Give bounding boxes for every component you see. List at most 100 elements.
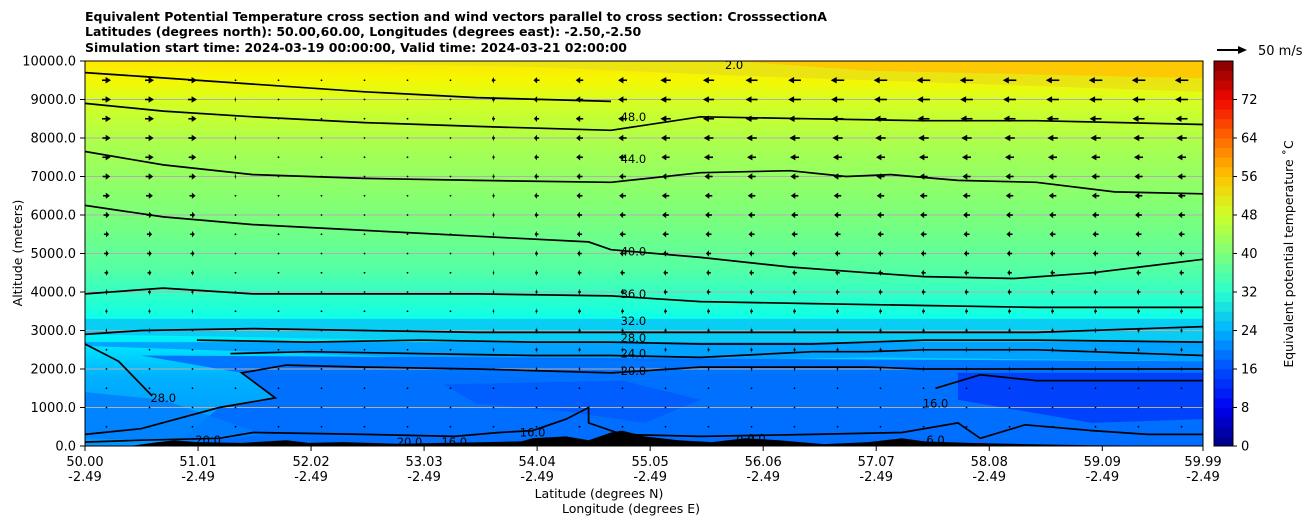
wind-vector-13-12 xyxy=(621,327,624,334)
wind-vector-8-9 xyxy=(492,231,495,238)
wind-vector-5-23 xyxy=(1091,173,1100,180)
wind-vector-12-1 xyxy=(148,308,151,315)
wind-vector-9-9 xyxy=(492,250,495,257)
wind-vector-7-6 xyxy=(363,214,366,216)
colorbar-segment-20 xyxy=(1214,243,1233,254)
wind-vector-5-24 xyxy=(1134,173,1143,180)
wind-vector-18-6 xyxy=(363,425,366,428)
wind-vector-16-23 xyxy=(1094,387,1097,390)
wind-vector-16-15 xyxy=(750,387,753,390)
wind-vector-10-24 xyxy=(1136,269,1141,276)
wind-vector-9-13 xyxy=(662,250,669,257)
wind-vector-16-13 xyxy=(664,387,667,390)
wind-vector-13-5 xyxy=(320,329,323,332)
x-tick-label-lat-7: 57.07 xyxy=(858,455,895,470)
wind-vector-12-25 xyxy=(1180,308,1183,315)
wind-vector-15-0 xyxy=(105,368,108,370)
wind-vector-3-18 xyxy=(875,134,886,142)
wind-vector-5-6 xyxy=(363,175,366,178)
wind-vector-15-6 xyxy=(363,368,366,370)
wind-vector-2-0 xyxy=(102,115,111,122)
colorbar-segment-18 xyxy=(1214,263,1233,274)
wind-vector-17-14 xyxy=(707,406,710,409)
wind-vector-11-13 xyxy=(663,288,668,296)
wind-vector-3-20 xyxy=(961,134,972,142)
wind-vector-3-11 xyxy=(576,134,583,142)
contour-label-14: 2.0 xyxy=(725,58,743,72)
wind-vector-16-0 xyxy=(105,387,108,390)
wind-vector-10-4 xyxy=(277,271,280,274)
wind-vector-15-7 xyxy=(406,368,409,370)
wind-vector-1-20 xyxy=(960,96,973,103)
wind-vector-18-25 xyxy=(1180,425,1183,428)
wind-vector-11-9 xyxy=(492,288,495,296)
wind-vector-4-23 xyxy=(1091,154,1100,161)
wind-vector-15-3 xyxy=(234,368,237,370)
wind-vector-1-22 xyxy=(1046,96,1059,103)
contour-line-28.0-6 xyxy=(85,343,153,397)
wind-vector-1-5 xyxy=(320,98,323,101)
y-tick-label-4: 4000.0 xyxy=(31,286,77,301)
wind-vector-4-20 xyxy=(962,154,971,161)
contour-line-28.0-7 xyxy=(196,339,1203,345)
contour-label-2: 40.0 xyxy=(621,245,647,259)
wind-vector-16-17 xyxy=(836,387,839,390)
colorbar-segment-21 xyxy=(1214,234,1233,245)
grid-lines xyxy=(85,99,1203,408)
contour-label-17: 6.0 xyxy=(926,433,944,447)
wind-vector-7-11 xyxy=(576,211,583,219)
wind-vector-7-16 xyxy=(791,211,798,219)
wind-vector-0-19 xyxy=(916,77,931,84)
wind-vector-18-0 xyxy=(105,425,108,428)
wind-vector-12-12 xyxy=(621,308,624,315)
wind-vector-8-3 xyxy=(234,233,237,236)
wind-vector-18-13 xyxy=(664,425,667,428)
wind-vector-11-8 xyxy=(449,291,452,293)
wind-vector-1-17 xyxy=(831,96,844,103)
y-tick-label-7: 7000.0 xyxy=(31,170,77,185)
colorbar-segment-28 xyxy=(1214,166,1233,177)
colorbar-segment-12 xyxy=(1214,320,1233,331)
wind-vector-3-2 xyxy=(188,134,197,142)
colorbar-tick-label-9: 72 xyxy=(1241,93,1258,108)
colorbar-segment-37 xyxy=(1214,80,1233,91)
colorbar-segment-32 xyxy=(1214,128,1233,139)
wind-vector-8-25 xyxy=(1178,231,1185,238)
title-line-3: Simulation start time: 2024-03-19 00:00:… xyxy=(85,40,627,55)
wind-vector-5-11 xyxy=(576,173,583,180)
wind-vector-18-19 xyxy=(922,425,925,428)
wind-vector-8-2 xyxy=(190,231,195,238)
wind-vector-14-15 xyxy=(750,346,753,353)
wind-vector-10-7 xyxy=(406,271,409,274)
wind-vector-1-0 xyxy=(102,96,111,103)
wind-vector-9-22 xyxy=(1049,250,1056,257)
wind-vector-10-13 xyxy=(663,269,668,276)
quiver-key: 50 m/s xyxy=(1217,44,1303,59)
wind-vector-5-16 xyxy=(790,173,799,180)
colorbar-segment-29 xyxy=(1214,157,1233,168)
wind-vector-7-13 xyxy=(662,211,669,219)
wind-vector-15-1 xyxy=(148,368,151,370)
wind-vector-16-22 xyxy=(1051,387,1054,390)
contour-label-5: 28.0 xyxy=(621,331,647,345)
wind-vector-12-11 xyxy=(578,308,581,315)
wind-vector-11-18 xyxy=(878,288,883,296)
wind-vector-0-9 xyxy=(491,77,496,84)
wind-vector-18-22 xyxy=(1051,425,1054,428)
wind-vector-17-7 xyxy=(406,406,409,409)
wind-vector-5-21 xyxy=(1005,173,1014,180)
colorbar-segment-22 xyxy=(1214,224,1233,235)
wind-vector-15-23 xyxy=(1094,365,1097,373)
wind-vector-9-21 xyxy=(1006,250,1013,257)
wind-vector-2-15 xyxy=(745,115,758,122)
x-tick-label-lon-4: -2.49 xyxy=(520,470,554,485)
wind-vector-12-0 xyxy=(105,308,108,315)
wind-vector-9-0 xyxy=(104,250,109,257)
wind-vector-0-24 xyxy=(1131,77,1146,84)
wind-vector-16-4 xyxy=(277,387,280,390)
wind-vector-9-10 xyxy=(535,250,538,257)
wind-vector-6-2 xyxy=(189,192,196,199)
wind-vector-17-6 xyxy=(363,406,366,409)
wind-vector-15-15 xyxy=(750,365,753,373)
wind-vector-13-25 xyxy=(1180,327,1183,334)
